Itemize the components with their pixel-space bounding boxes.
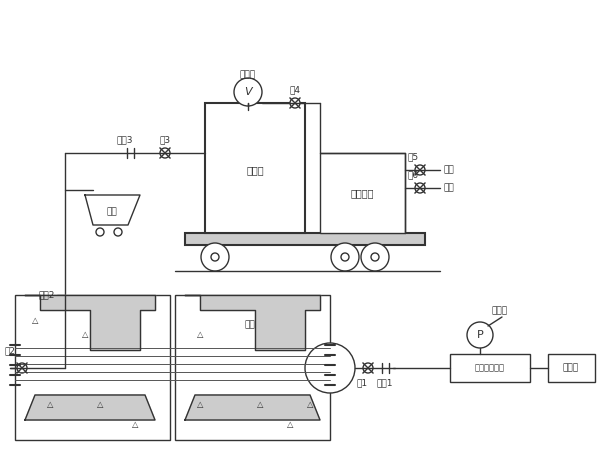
Text: 接头1: 接头1 <box>377 378 393 387</box>
Text: 阀4: 阀4 <box>290 85 301 94</box>
Bar <box>548 354 595 382</box>
Text: △: △ <box>197 400 203 410</box>
Text: 阀3: 阀3 <box>160 135 170 144</box>
Circle shape <box>96 228 104 236</box>
Circle shape <box>331 243 359 271</box>
Text: △: △ <box>287 420 293 429</box>
Circle shape <box>290 98 300 108</box>
Text: 螺杆式灌浆机: 螺杆式灌浆机 <box>475 364 505 373</box>
Text: △: △ <box>32 315 38 324</box>
Circle shape <box>415 165 425 175</box>
Bar <box>175 295 330 440</box>
Circle shape <box>363 363 373 373</box>
Circle shape <box>211 253 219 261</box>
Text: 沟件: 沟件 <box>245 320 256 329</box>
Circle shape <box>114 228 122 236</box>
Circle shape <box>341 253 349 261</box>
Text: △: △ <box>82 330 88 339</box>
Polygon shape <box>85 195 140 225</box>
Circle shape <box>201 243 229 271</box>
Text: 阀1: 阀1 <box>356 378 368 387</box>
Bar <box>185 233 425 245</box>
Text: 废液: 废液 <box>107 207 118 216</box>
Bar <box>450 354 530 382</box>
Text: 接头2: 接头2 <box>38 291 55 300</box>
Text: △: △ <box>47 400 53 410</box>
Text: 真空表: 真空表 <box>240 71 256 80</box>
Circle shape <box>305 343 355 393</box>
Text: P: P <box>476 330 484 340</box>
Bar <box>15 295 170 440</box>
Text: V: V <box>244 87 252 97</box>
Bar <box>205 103 305 233</box>
Text: 储浆罐: 储浆罐 <box>246 165 264 175</box>
Text: △: △ <box>257 400 263 410</box>
Bar <box>320 153 405 233</box>
Text: 真空泵体: 真空泵体 <box>350 188 374 198</box>
Circle shape <box>415 183 425 193</box>
Text: 进水: 进水 <box>443 166 454 175</box>
Text: 接头3: 接头3 <box>117 135 133 144</box>
Circle shape <box>467 322 493 348</box>
Circle shape <box>371 253 379 261</box>
Text: 搅拌机: 搅拌机 <box>563 364 579 373</box>
Text: △: △ <box>307 400 313 410</box>
Polygon shape <box>25 295 155 350</box>
Text: △: △ <box>197 330 203 339</box>
Circle shape <box>234 78 262 106</box>
Text: 压力表: 压力表 <box>492 306 508 315</box>
Polygon shape <box>185 395 320 420</box>
Circle shape <box>17 363 27 373</box>
Text: 排水: 排水 <box>443 184 454 193</box>
Circle shape <box>160 148 170 158</box>
Text: △: △ <box>132 420 138 429</box>
Text: 阀6: 阀6 <box>407 170 419 179</box>
Circle shape <box>361 243 389 271</box>
Polygon shape <box>25 395 155 420</box>
Text: △: △ <box>97 400 103 410</box>
Text: 阀5: 阀5 <box>407 152 419 161</box>
Polygon shape <box>185 295 320 350</box>
Text: 阀2: 阀2 <box>5 346 16 355</box>
